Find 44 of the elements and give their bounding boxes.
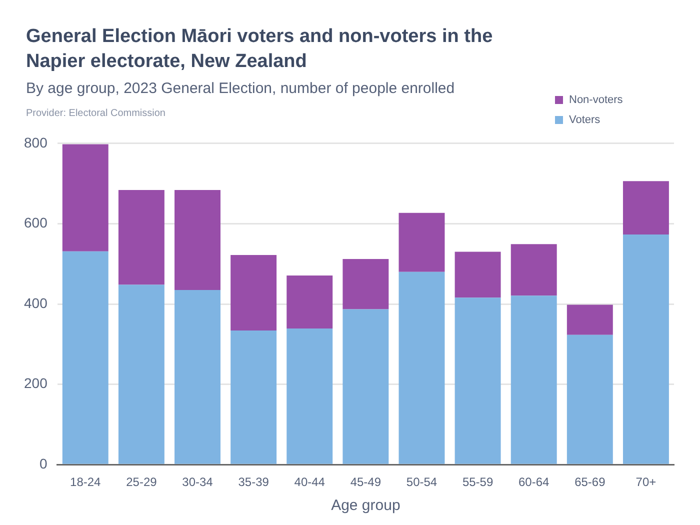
x-tick-label: 70+: [636, 475, 656, 490]
bar: [62, 251, 108, 464]
y-tick-label: 600: [24, 214, 48, 231]
x-tick-label: 30-34: [182, 475, 214, 490]
x-tick-label: 55-59: [462, 475, 494, 490]
bar: [118, 284, 164, 464]
bar: [454, 252, 501, 298]
bar: [622, 181, 669, 235]
x-tick-label: 45-49: [350, 475, 382, 490]
chart-title: General Election Māori voters and non-voters in the Napier electorate, New Zealand: [26, 25, 494, 74]
bar: [454, 298, 501, 464]
legend-label: Non-voters: [569, 94, 623, 106]
x-tick-label: 40-44: [294, 475, 326, 490]
text: Provider: Electoral Commission: [26, 108, 166, 119]
bar: [622, 234, 669, 464]
bar: [286, 328, 333, 464]
x-tick-label: 50-54: [406, 475, 438, 490]
bar: [174, 290, 220, 464]
x-tick-label: 25-29: [126, 475, 158, 490]
y-tick-label: 800: [24, 134, 48, 150]
bar: [566, 334, 613, 464]
bar: [230, 255, 277, 330]
bar: [118, 190, 164, 285]
bar: [286, 275, 333, 328]
bar: [510, 244, 557, 296]
y-tick-label: 400: [24, 294, 48, 311]
bar: [510, 296, 557, 464]
x-tick-label: 35-39: [238, 475, 270, 490]
x-tick-label: 18-24: [70, 475, 102, 490]
x-tick-label: 60-64: [518, 475, 550, 490]
chart-subtitle: By age group, 2023 General Election, number of people enrolled: [26, 80, 455, 97]
x-tick-label: 65-69: [574, 475, 606, 490]
bar: [62, 144, 108, 252]
bar: [342, 259, 389, 310]
legend-label: Voters: [569, 114, 600, 126]
bar: [398, 212, 445, 272]
bar: [398, 272, 445, 464]
y-tick-label: 0: [40, 455, 48, 472]
bar: [342, 309, 389, 464]
bar: [174, 190, 220, 290]
y-tick-label: 200: [24, 375, 48, 392]
x-axis-title: Age group: [331, 497, 400, 514]
bar: [566, 304, 613, 335]
bar: [230, 330, 277, 464]
